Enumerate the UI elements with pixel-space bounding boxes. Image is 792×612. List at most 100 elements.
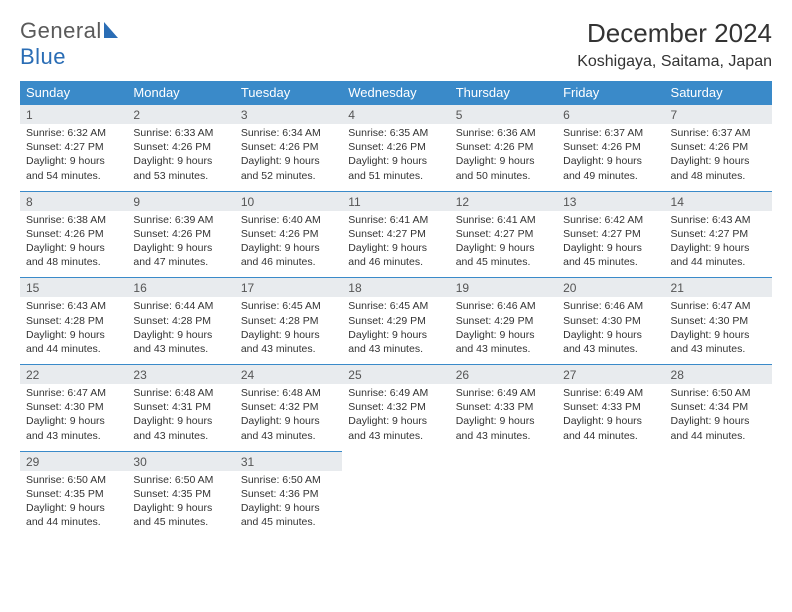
day-info-cell: Sunrise: 6:49 AMSunset: 4:33 PMDaylight:… [557, 384, 664, 451]
day-number-cell: 24 [235, 365, 342, 385]
sunrise-line: Sunrise: 6:46 AM [563, 299, 658, 313]
day-info-cell: Sunrise: 6:44 AMSunset: 4:28 PMDaylight:… [127, 297, 234, 364]
day-info-cell: Sunrise: 6:42 AMSunset: 4:27 PMDaylight:… [557, 211, 664, 278]
day-info-cell: Sunrise: 6:45 AMSunset: 4:28 PMDaylight:… [235, 297, 342, 364]
day-number-cell: 31 [235, 451, 342, 471]
day-number-cell: 4 [342, 105, 449, 125]
day-info-cell: Sunrise: 6:48 AMSunset: 4:31 PMDaylight:… [127, 384, 234, 451]
day-header: Thursday [450, 81, 557, 105]
sunrise-line: Sunrise: 6:49 AM [563, 386, 658, 400]
sunset-line: Sunset: 4:27 PM [671, 227, 766, 241]
day-info-cell: Sunrise: 6:47 AMSunset: 4:30 PMDaylight:… [665, 297, 772, 364]
daylight-line: Daylight: 9 hours [671, 154, 766, 168]
calendar-table: Sunday Monday Tuesday Wednesday Thursday… [20, 81, 772, 537]
sunset-line: Sunset: 4:36 PM [241, 487, 336, 501]
header-bar: General Blue December 2024 Koshigaya, Sa… [20, 18, 772, 71]
daylight-line: and 43 minutes. [671, 342, 766, 356]
sunset-line: Sunset: 4:26 PM [241, 227, 336, 241]
sunset-line: Sunset: 4:33 PM [563, 400, 658, 414]
day-number-cell: 27 [557, 365, 664, 385]
day-header: Tuesday [235, 81, 342, 105]
sunset-line: Sunset: 4:32 PM [348, 400, 443, 414]
logo-text-general: General [20, 18, 102, 43]
daylight-line: and 51 minutes. [348, 169, 443, 183]
daylight-line: Daylight: 9 hours [671, 328, 766, 342]
day-number-cell: 15 [20, 278, 127, 298]
day-info-cell: Sunrise: 6:47 AMSunset: 4:30 PMDaylight:… [20, 384, 127, 451]
daylight-line: Daylight: 9 hours [133, 328, 228, 342]
sunset-line: Sunset: 4:34 PM [671, 400, 766, 414]
sunrise-line: Sunrise: 6:45 AM [348, 299, 443, 313]
daylight-line: Daylight: 9 hours [26, 328, 121, 342]
day-number-row: 15161718192021 [20, 278, 772, 298]
day-header: Monday [127, 81, 234, 105]
daylight-line: and 45 minutes. [563, 255, 658, 269]
day-info-cell: Sunrise: 6:48 AMSunset: 4:32 PMDaylight:… [235, 384, 342, 451]
sunset-line: Sunset: 4:31 PM [133, 400, 228, 414]
day-info-cell: Sunrise: 6:46 AMSunset: 4:29 PMDaylight:… [450, 297, 557, 364]
daylight-line: Daylight: 9 hours [26, 241, 121, 255]
sunrise-line: Sunrise: 6:44 AM [133, 299, 228, 313]
logo-text: General Blue [20, 18, 120, 70]
daylight-line: and 43 minutes. [241, 342, 336, 356]
day-number-cell: 22 [20, 365, 127, 385]
daylight-line: Daylight: 9 hours [133, 154, 228, 168]
daylight-line: and 43 minutes. [133, 342, 228, 356]
day-number-row: 1234567 [20, 105, 772, 125]
daylight-line: Daylight: 9 hours [671, 241, 766, 255]
day-info-cell: Sunrise: 6:50 AMSunset: 4:36 PMDaylight:… [235, 471, 342, 538]
daylight-line: and 43 minutes. [456, 342, 551, 356]
sunrise-line: Sunrise: 6:37 AM [563, 126, 658, 140]
day-number-cell: 7 [665, 105, 772, 125]
sunrise-line: Sunrise: 6:40 AM [241, 213, 336, 227]
sunset-line: Sunset: 4:26 PM [133, 227, 228, 241]
daylight-line: and 45 minutes. [456, 255, 551, 269]
sunset-line: Sunset: 4:26 PM [348, 140, 443, 154]
sunrise-line: Sunrise: 6:49 AM [456, 386, 551, 400]
day-header: Saturday [665, 81, 772, 105]
day-header-row: Sunday Monday Tuesday Wednesday Thursday… [20, 81, 772, 105]
day-number-cell: 1 [20, 105, 127, 125]
day-info-cell: Sunrise: 6:49 AMSunset: 4:32 PMDaylight:… [342, 384, 449, 451]
sunset-line: Sunset: 4:33 PM [456, 400, 551, 414]
day-number-cell: 26 [450, 365, 557, 385]
day-number-cell: 30 [127, 451, 234, 471]
daylight-line: and 44 minutes. [671, 429, 766, 443]
day-number-cell: 29 [20, 451, 127, 471]
sunset-line: Sunset: 4:30 PM [26, 400, 121, 414]
daylight-line: and 43 minutes. [348, 342, 443, 356]
daylight-line: Daylight: 9 hours [26, 414, 121, 428]
day-number-cell [342, 451, 449, 471]
sunrise-line: Sunrise: 6:34 AM [241, 126, 336, 140]
day-number-cell: 20 [557, 278, 664, 298]
daylight-line: and 45 minutes. [133, 515, 228, 529]
day-info-cell: Sunrise: 6:41 AMSunset: 4:27 PMDaylight:… [342, 211, 449, 278]
daylight-line: and 47 minutes. [133, 255, 228, 269]
sunset-line: Sunset: 4:26 PM [671, 140, 766, 154]
day-number-cell: 3 [235, 105, 342, 125]
daylight-line: Daylight: 9 hours [563, 241, 658, 255]
daylight-line: and 43 minutes. [456, 429, 551, 443]
daylight-line: Daylight: 9 hours [348, 414, 443, 428]
sunrise-line: Sunrise: 6:36 AM [456, 126, 551, 140]
day-number-cell: 18 [342, 278, 449, 298]
calendar-body: 1234567Sunrise: 6:32 AMSunset: 4:27 PMDa… [20, 105, 772, 538]
day-number-cell: 13 [557, 191, 664, 211]
day-info-cell [665, 471, 772, 538]
sunrise-line: Sunrise: 6:48 AM [133, 386, 228, 400]
daylight-line: and 43 minutes. [26, 429, 121, 443]
day-number-cell: 14 [665, 191, 772, 211]
day-info-row: Sunrise: 6:32 AMSunset: 4:27 PMDaylight:… [20, 124, 772, 191]
day-number-cell: 11 [342, 191, 449, 211]
sunrise-line: Sunrise: 6:43 AM [26, 299, 121, 313]
location: Koshigaya, Saitama, Japan [577, 53, 772, 71]
day-info-cell: Sunrise: 6:37 AMSunset: 4:26 PMDaylight:… [557, 124, 664, 191]
sunrise-line: Sunrise: 6:50 AM [26, 473, 121, 487]
sunset-line: Sunset: 4:27 PM [563, 227, 658, 241]
daylight-line: and 44 minutes. [26, 342, 121, 356]
sunrise-line: Sunrise: 6:39 AM [133, 213, 228, 227]
daylight-line: and 43 minutes. [133, 429, 228, 443]
daylight-line: Daylight: 9 hours [241, 501, 336, 515]
sunrise-line: Sunrise: 6:38 AM [26, 213, 121, 227]
sunset-line: Sunset: 4:26 PM [26, 227, 121, 241]
